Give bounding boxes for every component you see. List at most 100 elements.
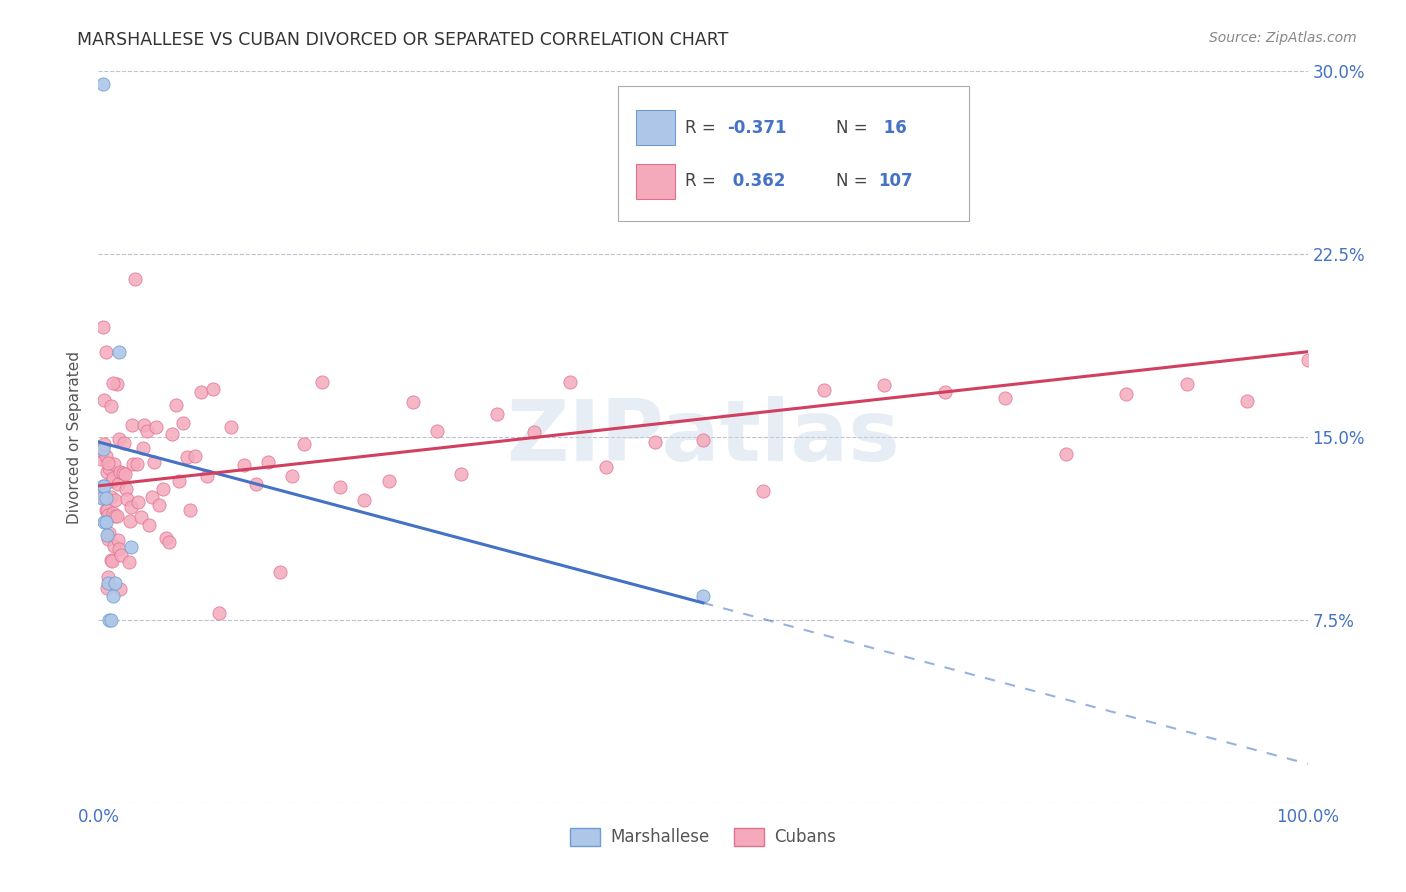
Text: R =: R = xyxy=(685,172,721,190)
Point xyxy=(94,516,117,530)
Point xyxy=(94,503,117,517)
Point xyxy=(152,482,174,496)
Point xyxy=(148,498,170,512)
Point xyxy=(486,407,509,421)
Point xyxy=(96,503,118,517)
Text: N =: N = xyxy=(837,172,873,190)
Point xyxy=(98,460,121,475)
Point xyxy=(90,451,112,466)
Point xyxy=(353,492,375,507)
Text: 16: 16 xyxy=(879,119,907,136)
Point xyxy=(1115,387,1137,401)
Point xyxy=(91,442,114,457)
Point xyxy=(176,450,198,464)
FancyBboxPatch shape xyxy=(619,86,969,221)
Point xyxy=(450,467,472,481)
Point xyxy=(101,589,124,603)
Point xyxy=(96,465,118,479)
Point xyxy=(190,384,212,399)
FancyBboxPatch shape xyxy=(637,110,675,145)
Point xyxy=(104,576,127,591)
Point xyxy=(172,416,194,430)
Point xyxy=(692,433,714,447)
Point xyxy=(93,491,115,505)
Text: 0.362: 0.362 xyxy=(727,172,786,190)
Point xyxy=(105,377,128,392)
Text: N =: N = xyxy=(837,119,873,136)
FancyBboxPatch shape xyxy=(637,163,675,199)
Point xyxy=(195,468,218,483)
Point xyxy=(108,465,131,479)
Point xyxy=(118,514,141,528)
Point xyxy=(108,582,131,596)
Point xyxy=(157,535,180,549)
Point xyxy=(165,397,187,411)
Point xyxy=(121,418,143,433)
Point xyxy=(91,486,114,500)
Point xyxy=(100,399,122,413)
Point xyxy=(93,393,115,408)
Point xyxy=(1175,376,1198,391)
Point xyxy=(108,433,131,447)
Point xyxy=(118,555,141,569)
Point xyxy=(100,554,122,568)
Point xyxy=(377,474,399,488)
Text: MARSHALLESE VS CUBAN DIVORCED OR SEPARATED CORRELATION CHART: MARSHALLESE VS CUBAN DIVORCED OR SEPARAT… xyxy=(77,31,728,49)
Point xyxy=(103,539,125,553)
Point xyxy=(558,375,581,389)
Point xyxy=(97,532,120,546)
Point xyxy=(101,471,124,485)
Point xyxy=(108,542,131,557)
Point xyxy=(115,482,138,496)
Point xyxy=(169,474,191,488)
Text: -0.371: -0.371 xyxy=(727,119,787,136)
Point xyxy=(104,492,127,507)
Point xyxy=(402,395,425,409)
Point xyxy=(245,477,267,491)
Point xyxy=(104,509,127,524)
Point xyxy=(100,490,122,504)
Text: Source: ZipAtlas.com: Source: ZipAtlas.com xyxy=(1209,31,1357,45)
Point xyxy=(292,437,315,451)
Point xyxy=(752,483,775,498)
Point xyxy=(91,320,114,334)
Point xyxy=(232,458,254,472)
Point xyxy=(107,477,129,491)
Point xyxy=(94,491,117,505)
Point xyxy=(127,495,149,509)
Point xyxy=(97,570,120,584)
Point xyxy=(97,508,120,522)
Point xyxy=(135,424,157,438)
Point xyxy=(98,526,121,541)
Point xyxy=(93,479,115,493)
Point xyxy=(1296,353,1319,368)
Point xyxy=(129,510,152,524)
Point xyxy=(94,449,117,463)
Point xyxy=(120,500,142,514)
Point xyxy=(101,376,124,390)
Point xyxy=(160,427,183,442)
Point xyxy=(813,383,835,397)
Point xyxy=(94,344,117,359)
Point xyxy=(91,491,114,505)
Point xyxy=(112,436,135,450)
Point xyxy=(281,469,304,483)
Point xyxy=(692,589,714,603)
Point xyxy=(107,533,129,548)
Point xyxy=(523,425,546,440)
Point xyxy=(97,576,120,591)
Point xyxy=(91,491,114,505)
Point xyxy=(311,375,333,389)
Text: R =: R = xyxy=(685,119,721,136)
Point xyxy=(145,420,167,434)
Point xyxy=(96,527,118,541)
Text: 107: 107 xyxy=(879,172,912,190)
Point xyxy=(202,382,225,396)
Point xyxy=(111,466,134,480)
Text: ZIPatlas: ZIPatlas xyxy=(506,395,900,479)
Point xyxy=(105,509,128,524)
Point xyxy=(100,553,122,567)
Point xyxy=(120,540,142,554)
Point xyxy=(93,437,115,451)
Point xyxy=(127,457,149,471)
